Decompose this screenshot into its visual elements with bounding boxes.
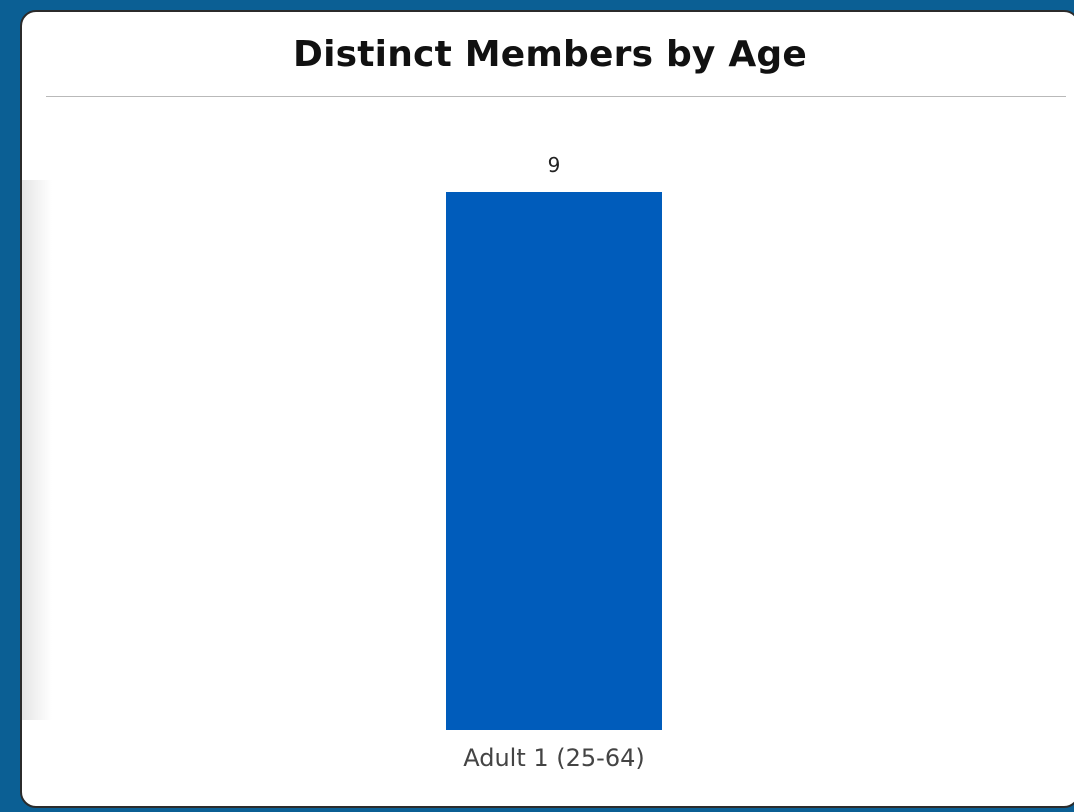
bar-0[interactable] [446,192,662,730]
chart-card: Distinct Members by Age 9 Adult 1 (25-64) [20,10,1074,808]
x-tick-label-0: Adult 1 (25-64) [463,744,645,772]
data-label-0: 9 [548,153,561,177]
title-divider [46,96,1066,97]
bar-chart: 9 Adult 1 (25-64) [446,153,662,772]
chart-title: Distinct Members by Age [293,34,807,75]
